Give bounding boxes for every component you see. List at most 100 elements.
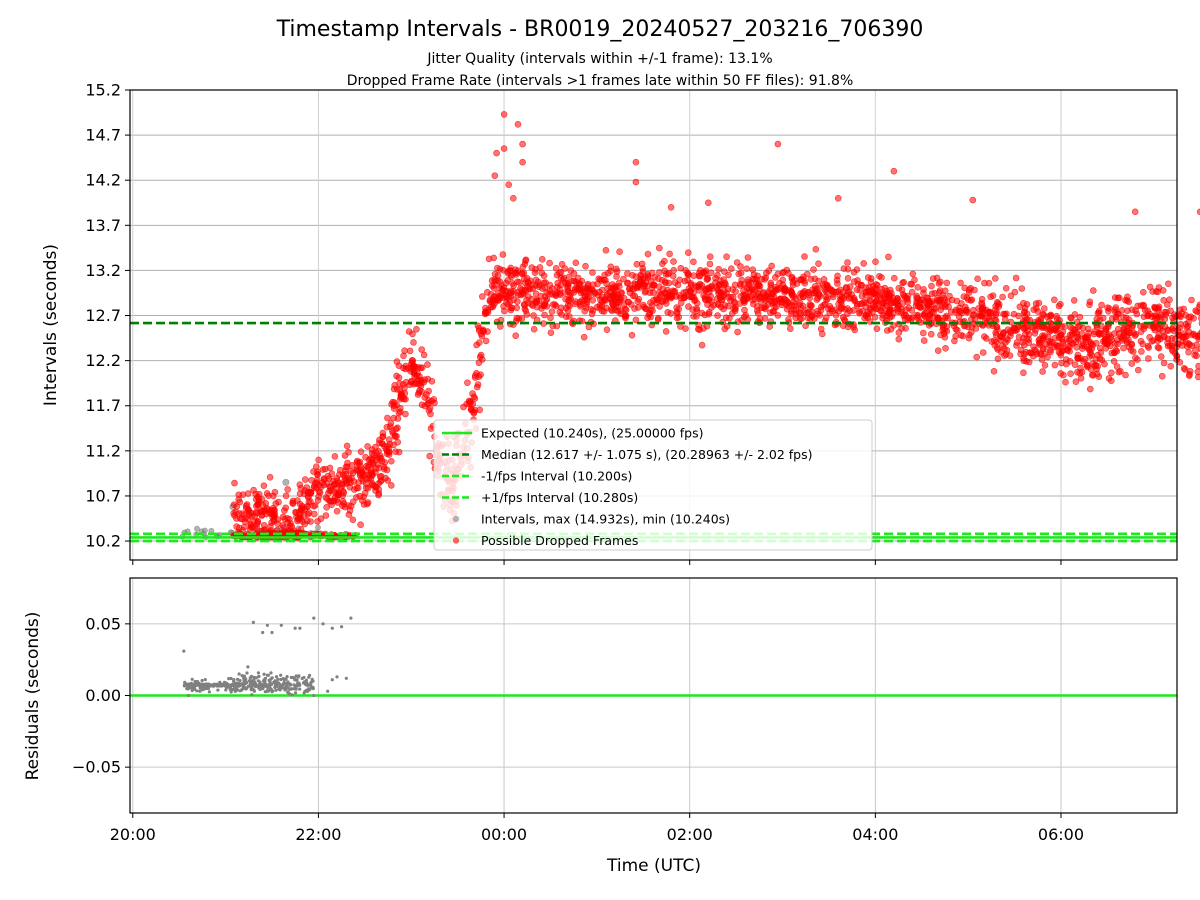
dropped-frame-point <box>514 121 522 128</box>
dropped-frame-point <box>1167 362 1174 370</box>
dropped-frame-point <box>520 301 528 308</box>
dropped-frame-point <box>862 284 870 292</box>
residual-point <box>271 689 275 693</box>
dropped-frame-point <box>1095 373 1103 381</box>
dropped-frame-point <box>1084 333 1092 340</box>
residual-point <box>228 686 232 690</box>
dropped-frame-point <box>558 260 566 268</box>
dropped-frame-point <box>731 307 739 315</box>
dropped-frame-point <box>634 298 642 305</box>
dropped-frame-point <box>714 312 721 319</box>
dropped-frame-point <box>562 304 570 312</box>
dropped-frame-point <box>1191 351 1198 359</box>
dropped-frame-point <box>1105 375 1113 382</box>
dropped-frame-point <box>727 265 735 273</box>
dropped-frame-point <box>1062 378 1069 386</box>
dropped-frame-point <box>629 292 637 300</box>
dropped-frame-point <box>541 284 549 292</box>
dropped-frame-point <box>349 469 357 477</box>
residual-point <box>269 671 273 675</box>
dropped-frame-point <box>296 500 304 508</box>
dropped-frame-point <box>655 244 663 252</box>
dropped-frame-point <box>1183 343 1191 350</box>
residual-point <box>298 687 302 691</box>
dropped-frame-point <box>1108 369 1115 377</box>
dropped-frame-point <box>372 443 379 451</box>
legend-marker <box>452 537 460 544</box>
dropped-frame-point <box>974 275 981 283</box>
dropped-frame-point <box>810 266 817 273</box>
dropped-frame-point <box>266 473 274 481</box>
residual-point <box>330 678 334 682</box>
residual-point <box>285 675 289 679</box>
dropped-frame-point <box>712 274 719 282</box>
residual-point <box>274 675 279 679</box>
dropped-frame-point <box>957 279 964 287</box>
dropped-frame-point <box>1055 302 1063 310</box>
dropped-frame-point <box>385 436 393 443</box>
dropped-frame-point <box>260 482 268 490</box>
residuals-data <box>182 616 353 698</box>
dropped-frame-point <box>620 275 627 283</box>
dropped-frame-point <box>307 489 315 497</box>
dropped-frame-point <box>572 259 580 267</box>
dropped-frame-point <box>1113 363 1121 370</box>
residual-point <box>186 693 191 698</box>
legend-label: +1/fps Interval (10.280s) <box>481 490 638 505</box>
dropped-frame-point <box>999 293 1006 301</box>
dropped-frame-point <box>481 308 489 316</box>
dropped-frame-point <box>1135 366 1142 374</box>
dropped-frame-point <box>721 325 729 333</box>
dropped-frame-point <box>530 312 537 319</box>
dropped-frame-point <box>1102 325 1109 333</box>
dropped-frame-point <box>1063 360 1070 368</box>
dropped-frame-point <box>754 309 762 317</box>
dropped-frame-point <box>524 283 531 291</box>
dropped-frame-point <box>1018 285 1026 292</box>
residual-point <box>237 684 241 688</box>
residual-point <box>251 687 255 692</box>
dropped-frame-point <box>1087 349 1094 357</box>
dropped-frame-point <box>470 393 478 401</box>
dropped-frame-point <box>785 316 792 323</box>
dropped-frame-point <box>376 439 383 447</box>
dropped-frame-point <box>603 280 610 288</box>
xtick-label: 20:00 <box>110 825 156 844</box>
dropped-frame-point <box>364 443 371 450</box>
dropped-frame-point <box>1123 297 1131 304</box>
residual-point <box>263 676 268 681</box>
dropped-frame-point <box>709 285 716 292</box>
dropped-frame-point <box>323 480 331 487</box>
dropped-frame-point <box>356 472 364 479</box>
dropped-frame-point <box>406 347 414 355</box>
dropped-frame-point <box>963 306 970 314</box>
dropped-frame-point <box>426 452 434 460</box>
dropped-frame-point <box>1067 314 1074 322</box>
dropped-frame-point <box>967 329 975 336</box>
dropped-frame-point <box>1038 356 1046 363</box>
dropped-frame-point <box>890 167 898 175</box>
dropped-frame-point <box>491 172 499 179</box>
dropped-frame-point <box>346 507 354 514</box>
dropped-frame-point <box>941 287 949 295</box>
dropped-frame-point <box>417 364 425 372</box>
dropped-frame-point <box>909 270 917 278</box>
residual-point <box>330 626 334 630</box>
dropped-frame-point <box>601 271 608 279</box>
dropped-frame-point <box>1164 301 1171 308</box>
dropped-frame-point <box>410 339 417 346</box>
residual-point <box>312 693 316 698</box>
dropped-frame-point <box>937 306 945 314</box>
dropped-frame-point <box>1064 346 1071 353</box>
intervals-ytick-label: 14.7 <box>85 126 121 145</box>
dropped-frame-point <box>755 282 763 289</box>
residual-point <box>279 673 283 677</box>
dropped-frame-point <box>764 301 772 308</box>
dropped-frame-point <box>676 276 684 284</box>
dropped-frame-point <box>1131 208 1139 216</box>
dropped-frame-point <box>305 509 313 516</box>
dropped-frame-point <box>708 298 715 306</box>
dropped-frame-point <box>920 337 928 344</box>
dropped-frame-point <box>356 458 364 466</box>
